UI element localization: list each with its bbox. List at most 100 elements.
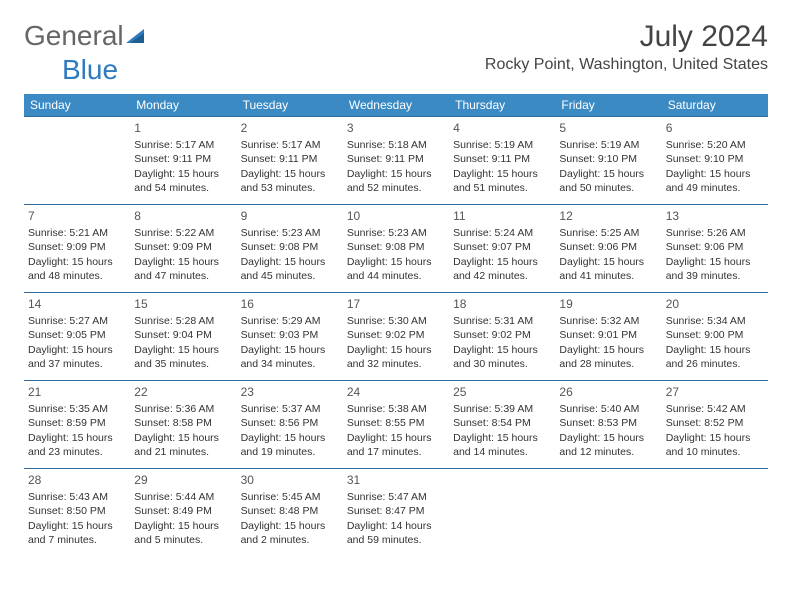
calendar-day-cell: 8Sunrise: 5:22 AMSunset: 9:09 PMDaylight… [130,205,236,293]
day-number: 6 [666,120,764,136]
day-info-line: Sunrise: 5:28 AM [134,314,232,328]
day-info-line: Sunset: 9:02 PM [453,328,551,342]
calendar-day-cell: 16Sunrise: 5:29 AMSunset: 9:03 PMDayligh… [237,293,343,381]
day-info-line: Sunrise: 5:32 AM [559,314,657,328]
day-info-line: Sunrise: 5:17 AM [241,138,339,152]
calendar-day-cell: 11Sunrise: 5:24 AMSunset: 9:07 PMDayligh… [449,205,555,293]
day-info-line: Sunrise: 5:45 AM [241,490,339,504]
day-info-line: Sunset: 8:56 PM [241,416,339,430]
month-title: July 2024 [485,20,768,54]
day-info-line: Sunrise: 5:20 AM [666,138,764,152]
day-info-line: Sunset: 9:05 PM [28,328,126,342]
calendar-day-cell: 4Sunrise: 5:19 AMSunset: 9:11 PMDaylight… [449,117,555,205]
day-info-line: Sunrise: 5:36 AM [134,402,232,416]
day-info-line: Sunrise: 5:40 AM [559,402,657,416]
day-info-line: Sunrise: 5:38 AM [347,402,445,416]
day-info-line: Daylight: 15 hours and 26 minutes. [666,343,764,371]
day-info-line: Daylight: 15 hours and 2 minutes. [241,519,339,547]
calendar-week-row: 21Sunrise: 5:35 AMSunset: 8:59 PMDayligh… [24,381,768,469]
calendar-day-cell: 31Sunrise: 5:47 AMSunset: 8:47 PMDayligh… [343,469,449,557]
calendar-day-cell: 15Sunrise: 5:28 AMSunset: 9:04 PMDayligh… [130,293,236,381]
day-number: 8 [134,208,232,224]
day-info-line: Sunrise: 5:24 AM [453,226,551,240]
day-info-line: Sunset: 9:10 PM [559,152,657,166]
day-number: 24 [347,384,445,400]
calendar-day-cell: 9Sunrise: 5:23 AMSunset: 9:08 PMDaylight… [237,205,343,293]
day-number: 22 [134,384,232,400]
day-info-line: Daylight: 15 hours and 19 minutes. [241,431,339,459]
calendar-day-cell: 19Sunrise: 5:32 AMSunset: 9:01 PMDayligh… [555,293,661,381]
day-number: 26 [559,384,657,400]
calendar-day-cell: 25Sunrise: 5:39 AMSunset: 8:54 PMDayligh… [449,381,555,469]
calendar-table: SundayMondayTuesdayWednesdayThursdayFrid… [24,94,768,557]
day-info-line: Daylight: 15 hours and 12 minutes. [559,431,657,459]
day-number: 30 [241,472,339,488]
day-info-line: Sunset: 9:11 PM [347,152,445,166]
day-info-line: Sunrise: 5:43 AM [28,490,126,504]
day-info-line: Sunset: 9:11 PM [134,152,232,166]
calendar-day-cell: 29Sunrise: 5:44 AMSunset: 8:49 PMDayligh… [130,469,236,557]
day-info-line: Sunset: 8:58 PM [134,416,232,430]
day-info-line: Daylight: 15 hours and 21 minutes. [134,431,232,459]
day-info-line: Daylight: 15 hours and 39 minutes. [666,255,764,283]
day-number: 14 [28,296,126,312]
calendar-week-row: 1Sunrise: 5:17 AMSunset: 9:11 PMDaylight… [24,117,768,205]
day-info-line: Daylight: 15 hours and 30 minutes. [453,343,551,371]
day-info-line: Daylight: 15 hours and 51 minutes. [453,167,551,195]
calendar-day-cell: 3Sunrise: 5:18 AMSunset: 9:11 PMDaylight… [343,117,449,205]
calendar-day-cell: 14Sunrise: 5:27 AMSunset: 9:05 PMDayligh… [24,293,130,381]
day-number: 21 [28,384,126,400]
day-info-line: Daylight: 15 hours and 44 minutes. [347,255,445,283]
day-number: 11 [453,208,551,224]
calendar-day-cell: 12 Sunrise: 5:25 AMSunset: 9:06 PMDayligh… [555,205,661,293]
calendar-week-row: 7Sunrise: 5:21 AMSunset: 9:09 PMDaylight… [24,205,768,293]
day-header: Sunday [24,94,130,117]
day-info-line: Daylight: 15 hours and 10 minutes. [666,431,764,459]
day-number: 25 [453,384,551,400]
day-info-line: Sunrise: 5:21 AM [28,226,126,240]
day-info-line: Daylight: 15 hours and 50 minutes. [559,167,657,195]
day-info-line: Daylight: 15 hours and 17 minutes. [347,431,445,459]
day-number: 29 [134,472,232,488]
day-info-line: Sunrise: 5:18 AM [347,138,445,152]
day-header: Friday [555,94,661,117]
calendar-week-row: 28Sunrise: 5:43 AMSunset: 8:50 PMDayligh… [24,469,768,557]
calendar-header-row: SundayMondayTuesdayWednesdayThursdayFrid… [24,94,768,117]
day-info-line: Sunrise: 5:42 AM [666,402,764,416]
day-number: 27 [666,384,764,400]
calendar-day-cell: 1Sunrise: 5:17 AMSunset: 9:11 PMDaylight… [130,117,236,205]
day-info-line: Sunset: 9:01 PM [559,328,657,342]
day-info-line: Sunset: 9:06 PM [559,240,657,254]
day-info-line: Sunrise: 5:19 AM [453,138,551,152]
day-info-line: Sunset: 9:03 PM [241,328,339,342]
day-number: 10 [347,208,445,224]
calendar-day-cell: 26 Sunrise: 5:40 AMSunset: 8:53 PMDayligh… [555,381,661,469]
day-number: 1 [134,120,232,136]
day-number: 28 [28,472,126,488]
day-header: Thursday [449,94,555,117]
day-number: 15 [134,296,232,312]
calendar-day-cell: 27Sunrise: 5:42 AMSunset: 8:52 PMDayligh… [662,381,768,469]
day-info-line: Daylight: 15 hours and 45 minutes. [241,255,339,283]
day-number: 9 [241,208,339,224]
day-header: Saturday [662,94,768,117]
day-info-line: Daylight: 15 hours and 7 minutes. [28,519,126,547]
day-info-line: Sunrise: 5:23 AM [347,226,445,240]
day-info-line: Daylight: 15 hours and 41 minutes. [559,255,657,283]
day-info-line: Sunset: 9:04 PM [134,328,232,342]
calendar-day-cell: 18Sunrise: 5:31 AMSunset: 9:02 PMDayligh… [449,293,555,381]
day-info-line: Sunset: 9:08 PM [347,240,445,254]
logo: General [24,20,150,52]
day-info-line: Sunset: 8:47 PM [347,504,445,518]
day-header: Monday [130,94,236,117]
calendar-body: 1Sunrise: 5:17 AMSunset: 9:11 PMDaylight… [24,117,768,557]
day-info-line: Sunset: 8:48 PM [241,504,339,518]
day-number: 13 [666,208,764,224]
day-number: 20 [666,296,764,312]
day-info-line: Daylight: 15 hours and 53 minutes. [241,167,339,195]
day-info-line: Sunrise: 5:35 AM [28,402,126,416]
day-info-line: Sunset: 9:11 PM [241,152,339,166]
day-number: 12 [559,208,657,224]
day-info-line: Sunrise: 5:25 AM [559,226,657,240]
day-info-line: Sunset: 8:53 PM [559,416,657,430]
